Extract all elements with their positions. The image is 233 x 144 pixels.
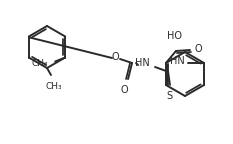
Text: HN: HN bbox=[170, 56, 185, 66]
Text: S: S bbox=[166, 91, 172, 101]
Text: O: O bbox=[111, 52, 119, 62]
Text: O: O bbox=[120, 85, 128, 95]
Text: HN: HN bbox=[135, 58, 150, 68]
Text: CH₃: CH₃ bbox=[31, 59, 48, 68]
Text: CH₃: CH₃ bbox=[46, 82, 62, 91]
Text: HO: HO bbox=[168, 31, 182, 41]
Text: O: O bbox=[195, 44, 202, 54]
